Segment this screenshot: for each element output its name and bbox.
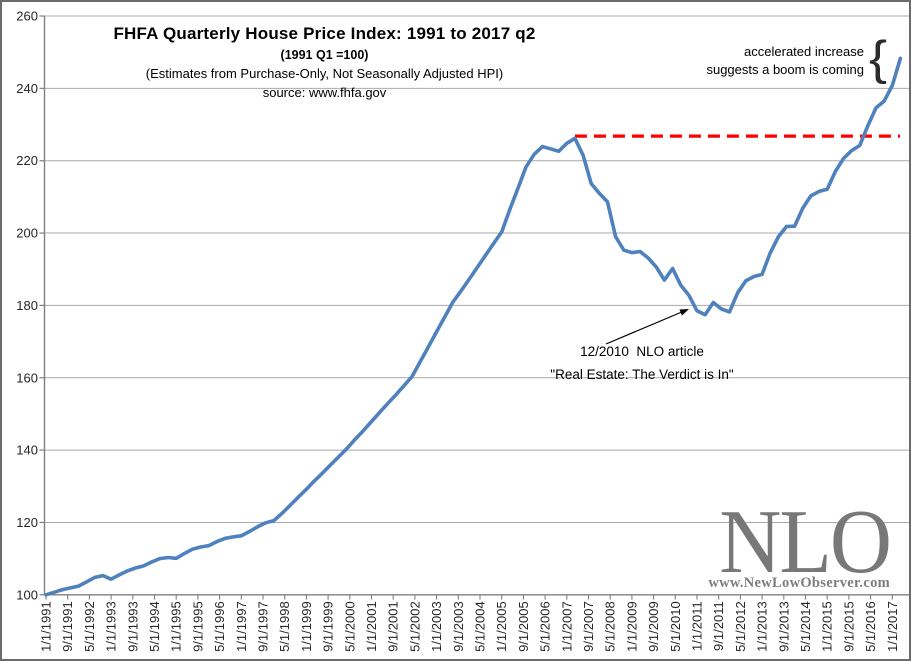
svg-text:120: 120 (16, 515, 38, 530)
svg-text:9/1/2007: 9/1/2007 (581, 601, 596, 652)
svg-text:1/1/2005: 1/1/2005 (494, 601, 509, 652)
svg-text:1/1/2003: 1/1/2003 (429, 601, 444, 652)
chart-subtitle-series-note: (Estimates from Purchase-Only, Not Seaso… (145, 66, 504, 81)
title-block: FHFA Quarterly House Price Index: 1991 t… (47, 24, 602, 100)
svg-text:9/1/2005: 9/1/2005 (516, 601, 531, 652)
nlo-logo: NLO www.NewLowObserver.com (708, 490, 892, 593)
svg-text:200: 200 (16, 226, 38, 241)
svg-text:260: 260 (16, 9, 38, 24)
svg-text:9/1/1997: 9/1/1997 (256, 601, 271, 652)
svg-text:240: 240 (16, 81, 38, 96)
svg-text:220: 220 (16, 153, 38, 168)
svg-text:9/1/2013: 9/1/2013 (776, 601, 791, 652)
svg-text:5/1/1992: 5/1/1992 (82, 601, 97, 652)
nlo-logo-text: NLO (719, 490, 892, 593)
svg-text:1/1/2017: 1/1/2017 (885, 601, 900, 652)
annotation-boom: accelerated increase suggests a boom is … (706, 43, 864, 79)
annotation-nlo-line1: 12/2010 NLO article (580, 344, 704, 359)
chart-source: source: www.fhfa.gov (262, 85, 387, 100)
svg-text:1/1/2013: 1/1/2013 (755, 601, 770, 652)
svg-text:9/1/1995: 9/1/1995 (190, 601, 205, 652)
chart-title: FHFA Quarterly House Price Index: 1991 t… (113, 24, 536, 43)
svg-text:5/1/2014: 5/1/2014 (798, 601, 813, 652)
svg-text:1/1/2001: 1/1/2001 (364, 601, 379, 652)
svg-text:1/1/1993: 1/1/1993 (104, 601, 119, 652)
svg-text:5/1/2000: 5/1/2000 (342, 601, 357, 652)
svg-text:5/1/2010: 5/1/2010 (668, 601, 683, 652)
svg-text:1/1/1991: 1/1/1991 (39, 601, 54, 652)
svg-text:5/1/1994: 5/1/1994 (147, 601, 162, 652)
svg-text:1/1/2009: 1/1/2009 (624, 601, 639, 652)
svg-text:1/1/2015: 1/1/2015 (820, 601, 835, 652)
svg-text:5/1/2006: 5/1/2006 (538, 601, 553, 652)
svg-text:5/1/2002: 5/1/2002 (407, 601, 422, 652)
annotation-boom-line2: suggests a boom is coming (706, 62, 864, 77)
svg-text:5/1/2004: 5/1/2004 (473, 601, 488, 652)
chart-subtitle-index-base: (1991 Q1 =100) (280, 48, 369, 62)
svg-text:9/1/1991: 9/1/1991 (60, 601, 75, 652)
svg-text:5/1/1996: 5/1/1996 (212, 601, 227, 652)
svg-text:160: 160 (16, 370, 38, 385)
svg-text:100: 100 (16, 587, 38, 602)
svg-text:1/1/1997: 1/1/1997 (234, 601, 249, 652)
svg-text:1/1/1999: 1/1/1999 (299, 601, 314, 652)
svg-text:5/1/1998: 5/1/1998 (277, 601, 292, 652)
annotation-nlo-article: 12/2010 NLO article "Real Estate: The Ve… (544, 340, 740, 386)
svg-text:9/1/2015: 9/1/2015 (841, 601, 856, 652)
svg-text:5/1/2012: 5/1/2012 (733, 601, 748, 652)
svg-text:140: 140 (16, 443, 38, 458)
svg-text:1/1/1995: 1/1/1995 (169, 601, 184, 652)
svg-text:1/1/2007: 1/1/2007 (559, 601, 574, 652)
svg-text:5/1/2016: 5/1/2016 (863, 601, 878, 652)
nlo-logo-url: www.NewLowObserver.com (708, 575, 890, 591)
svg-text:9/1/2011: 9/1/2011 (711, 601, 726, 651)
svg-text:9/1/1999: 9/1/1999 (321, 601, 336, 652)
svg-text:9/1/1993: 9/1/1993 (125, 601, 140, 652)
annotation-boom-line1: accelerated increase (744, 44, 864, 59)
svg-text:5/1/2008: 5/1/2008 (603, 601, 618, 652)
svg-text:9/1/2003: 9/1/2003 (451, 601, 466, 652)
svg-text:180: 180 (16, 298, 38, 313)
brace-glyph: { (869, 31, 888, 84)
svg-text:9/1/2009: 9/1/2009 (646, 601, 661, 652)
annotation-nlo-line2: "Real Estate: The Verdict is In" (550, 367, 734, 382)
svg-text:9/1/2001: 9/1/2001 (386, 601, 401, 652)
svg-text:1/1/2011: 1/1/2011 (690, 601, 705, 651)
